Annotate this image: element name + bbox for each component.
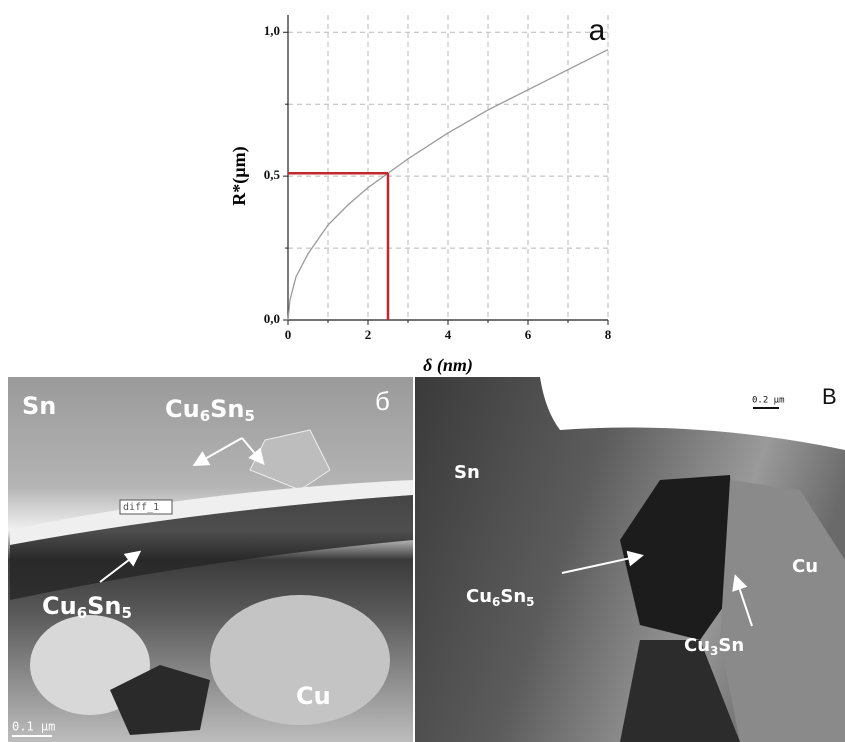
x-tick-label: 8 <box>605 327 612 342</box>
x-tick-label: 2 <box>365 327 372 342</box>
x-tick-label: 0 <box>285 327 292 342</box>
label-part: Sn <box>500 586 526 607</box>
scale-label: 0.2 µm <box>752 396 785 406</box>
label-part: 5 <box>526 595 534 609</box>
x-axis-label: δ (nm) <box>423 355 473 376</box>
phase-label: Cu6Sn5 <box>466 586 535 609</box>
phase-label: Cu6Sn5 <box>42 592 132 622</box>
figure: 024680,00,51,0δ (nm)R*(µm)а Sn Cu6Sn5 Cu… <box>0 0 845 742</box>
label-part: 6 <box>200 407 210 425</box>
label-part: Sn <box>210 395 244 423</box>
chart: 0 2 4 6 8 0,0 0,5 1,0 δ (nm) R*(µm) а <box>229 14 612 376</box>
micrograph-b: Sn Cu6Sn5 Cu6Sn5 Cu diff_1 б 0.1 µm <box>8 377 413 742</box>
label-part: 3 <box>710 644 718 658</box>
y-tick-label: 0,0 <box>264 311 280 326</box>
phase-label: Sn <box>454 462 480 483</box>
x-tick-label: 6 <box>525 327 532 342</box>
phase-label: Cu6Sn5 <box>165 395 255 425</box>
panel-label: б <box>375 386 390 416</box>
phase-label: Cu <box>296 682 331 710</box>
label-part: Cu <box>466 586 492 607</box>
label-part: 6 <box>77 604 87 622</box>
label-part: Cu <box>165 395 200 423</box>
y-tick-label: 0,5 <box>264 167 281 182</box>
label-part: 5 <box>122 604 132 622</box>
tag: diff_1 <box>123 502 159 513</box>
phase-label: Sn <box>22 392 56 420</box>
label-part: 5 <box>245 407 255 425</box>
label-part: 6 <box>492 595 500 609</box>
panel-label: В <box>822 384 837 409</box>
label-part: Sn <box>718 635 744 656</box>
panel-label: а <box>589 14 606 47</box>
micrograph-v: Sn Cu6Sn5 Cu3Sn Cu В 0.2 µm <box>415 377 845 742</box>
label-part: Cu <box>42 592 77 620</box>
scale-label: 0.1 µm <box>12 720 55 734</box>
label-part: Sn <box>87 592 121 620</box>
y-axis-label: R*(µm) <box>229 146 250 205</box>
phase-label: Cu <box>792 556 818 577</box>
x-tick-label: 4 <box>445 327 452 342</box>
y-tick-label: 1,0 <box>264 23 280 38</box>
label-part: Cu <box>684 635 710 656</box>
